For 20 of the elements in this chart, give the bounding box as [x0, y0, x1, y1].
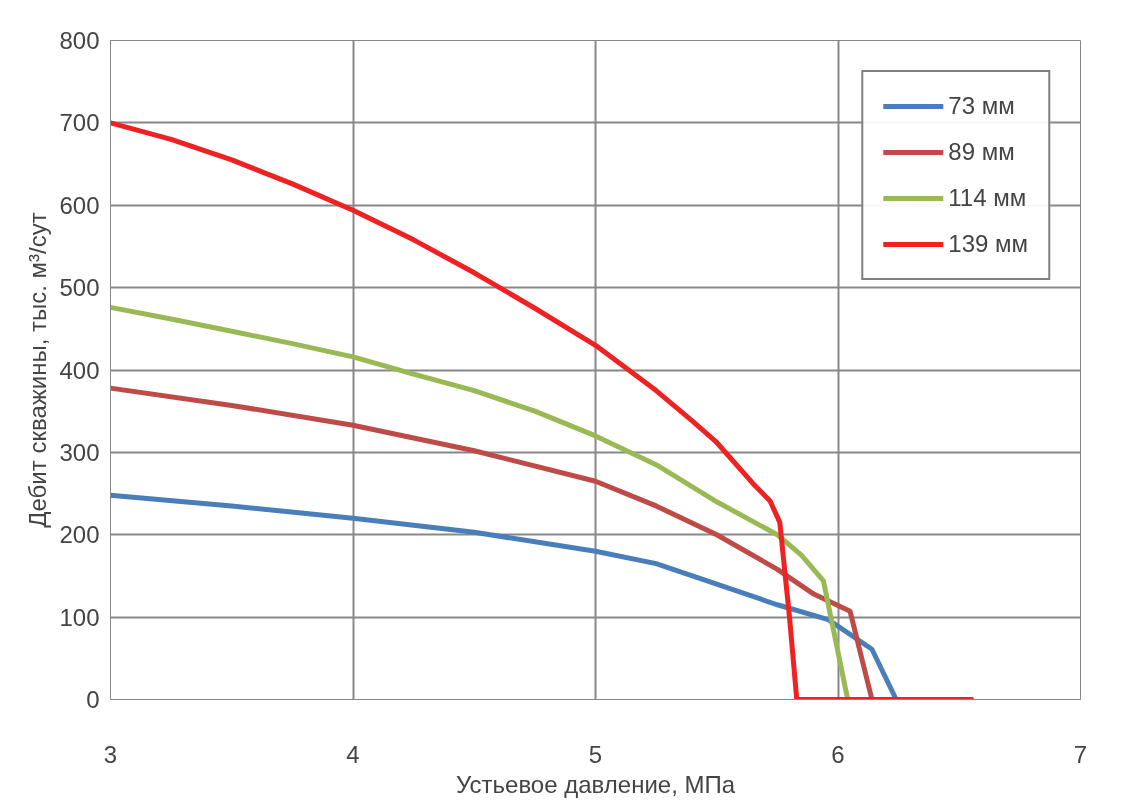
y-tick-label: 500 — [59, 274, 100, 302]
legend-label: 139 мм — [948, 230, 1028, 258]
legend-label: 89 мм — [948, 138, 1015, 166]
x-tick-label: 5 — [588, 740, 603, 768]
y-tick-label: 300 — [59, 438, 100, 466]
y-tick-label: 0 — [86, 686, 100, 713]
y-tick-label: 800 — [59, 27, 100, 54]
y-tick-label: 100 — [59, 603, 100, 631]
x-tick-label: 7 — [1073, 740, 1088, 768]
legend-label: 114 мм — [948, 184, 1027, 212]
y-tick-label: 600 — [59, 191, 100, 219]
legend-label: 73 мм — [948, 92, 1015, 120]
y-tick-label: 700 — [59, 109, 100, 137]
y-tick-label: 200 — [59, 521, 100, 549]
y-axis-title: Дебит скважины, тыс. м³/сут — [24, 212, 52, 528]
x-axis-title: Устьевое давление, МПа — [455, 770, 736, 798]
x-tick-label: 6 — [831, 740, 845, 768]
x-tick-label: 3 — [103, 740, 118, 768]
y-tick-label: 400 — [59, 356, 100, 384]
x-tick-label: 4 — [346, 740, 360, 768]
